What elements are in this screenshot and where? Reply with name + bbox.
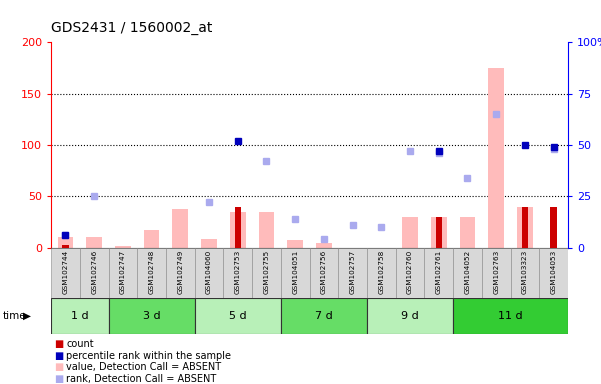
Text: GSM103323: GSM103323 <box>522 250 528 294</box>
Bar <box>522 207 528 248</box>
Text: ■: ■ <box>54 339 63 349</box>
Bar <box>551 207 557 248</box>
Text: GSM102761: GSM102761 <box>436 250 442 294</box>
Bar <box>109 298 195 334</box>
Bar <box>63 245 69 248</box>
Bar <box>431 217 447 248</box>
Text: rank, Detection Call = ABSENT: rank, Detection Call = ABSENT <box>66 374 216 384</box>
Bar <box>310 248 338 298</box>
Text: GSM104053: GSM104053 <box>551 250 557 294</box>
Bar <box>144 230 159 248</box>
Bar <box>482 248 510 298</box>
Text: time: time <box>2 311 26 321</box>
Bar <box>436 217 442 248</box>
Bar <box>338 248 367 298</box>
Bar <box>80 248 109 298</box>
Text: ▶: ▶ <box>23 311 31 321</box>
Text: GSM102758: GSM102758 <box>378 250 384 294</box>
Bar <box>281 298 367 334</box>
Text: GDS2431 / 1560002_at: GDS2431 / 1560002_at <box>51 21 213 35</box>
Bar <box>195 248 224 298</box>
Bar <box>51 248 80 298</box>
Text: GSM102746: GSM102746 <box>91 250 97 294</box>
Bar <box>367 298 453 334</box>
Bar <box>517 207 532 248</box>
Text: GSM102749: GSM102749 <box>177 250 183 294</box>
Bar <box>316 243 332 248</box>
Bar <box>453 248 482 298</box>
Bar <box>539 248 568 298</box>
Bar <box>87 237 102 248</box>
Bar <box>109 248 137 298</box>
Text: GSM102747: GSM102747 <box>120 250 126 294</box>
Bar <box>258 212 274 248</box>
Text: GSM102748: GSM102748 <box>148 250 154 294</box>
Text: GSM104052: GSM104052 <box>465 250 471 294</box>
Text: 1 d: 1 d <box>71 311 88 321</box>
Text: ■: ■ <box>54 374 63 384</box>
Text: 11 d: 11 d <box>498 311 523 321</box>
Bar <box>424 248 453 298</box>
Bar <box>453 298 568 334</box>
Bar <box>402 217 418 248</box>
Text: GSM102763: GSM102763 <box>493 250 499 294</box>
Bar <box>395 248 424 298</box>
Text: 5 d: 5 d <box>229 311 246 321</box>
Text: GSM104051: GSM104051 <box>292 250 298 294</box>
Text: GSM104060: GSM104060 <box>206 250 212 294</box>
Bar <box>510 248 539 298</box>
Bar <box>201 240 217 248</box>
Bar <box>51 298 109 334</box>
Bar <box>172 209 188 248</box>
Bar <box>224 248 252 298</box>
Bar <box>488 68 504 248</box>
Bar <box>195 298 281 334</box>
Text: GSM102744: GSM102744 <box>63 250 69 294</box>
Text: percentile rank within the sample: percentile rank within the sample <box>66 351 231 361</box>
Bar <box>230 212 246 248</box>
Text: value, Detection Call = ABSENT: value, Detection Call = ABSENT <box>66 362 221 372</box>
Text: GSM102757: GSM102757 <box>350 250 356 294</box>
Text: GSM102755: GSM102755 <box>263 250 269 294</box>
Bar <box>58 237 73 248</box>
Bar <box>367 248 395 298</box>
Bar <box>137 248 166 298</box>
Text: ■: ■ <box>54 351 63 361</box>
Text: 9 d: 9 d <box>401 311 419 321</box>
Bar <box>287 240 303 248</box>
Bar <box>115 246 131 248</box>
Text: count: count <box>66 339 94 349</box>
Bar <box>281 248 310 298</box>
Text: ■: ■ <box>54 362 63 372</box>
Text: GSM102756: GSM102756 <box>321 250 327 294</box>
Bar <box>234 207 241 248</box>
Text: 3 d: 3 d <box>143 311 160 321</box>
Text: GSM102753: GSM102753 <box>235 250 241 294</box>
Text: GSM102760: GSM102760 <box>407 250 413 294</box>
Text: 7 d: 7 d <box>315 311 333 321</box>
Bar <box>252 248 281 298</box>
Bar <box>460 217 475 248</box>
Bar <box>166 248 195 298</box>
